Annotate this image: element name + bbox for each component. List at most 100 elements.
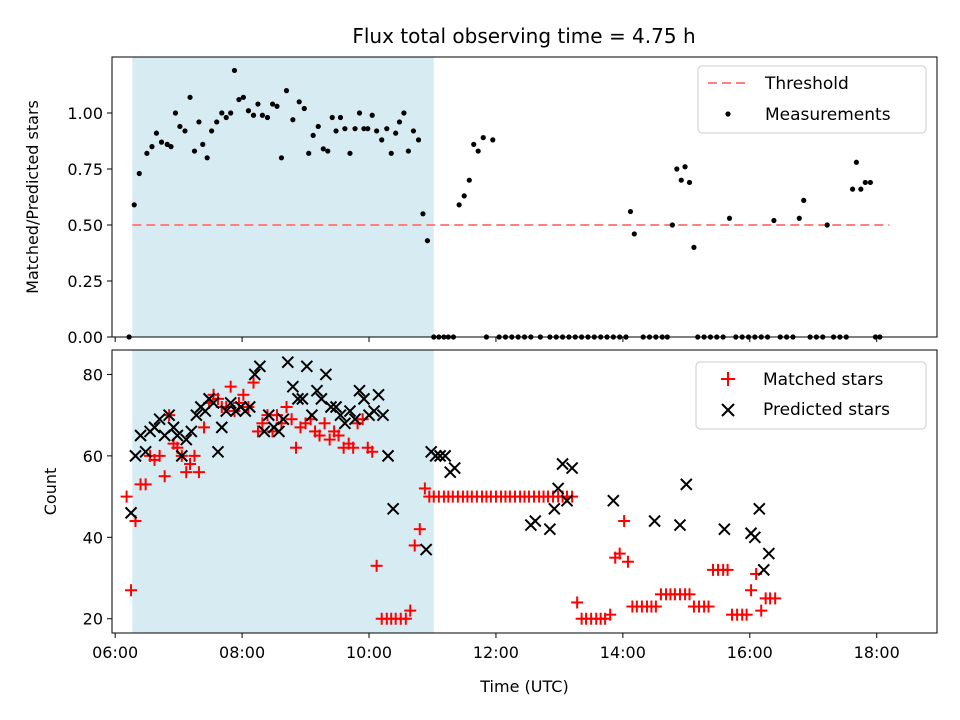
matched-star-point — [313, 429, 326, 442]
predicted-star-point — [433, 449, 447, 463]
predicted-star-point — [556, 457, 569, 471]
x-tick-label: 08:00 — [219, 643, 265, 662]
legend-measurements-label: Measurements — [765, 105, 891, 125]
top-legend-box — [697, 65, 927, 134]
matched-star-point — [404, 604, 417, 617]
predicted-star-point — [680, 478, 693, 491]
measurement-point — [149, 144, 155, 150]
measurement-point — [466, 177, 472, 183]
measurement-point — [862, 179, 868, 186]
x-tick-label: 12:00 — [473, 643, 519, 662]
x-tick-label: 18:00 — [854, 643, 900, 662]
measurement-point — [264, 114, 271, 121]
matched-star-point — [290, 441, 303, 454]
measurement-point — [356, 110, 363, 116]
predicted-star-point — [310, 384, 324, 397]
measurement-point — [627, 208, 634, 215]
measurement-point — [388, 150, 394, 156]
matched-star-point — [271, 409, 283, 422]
bottom-shaded-span — [132, 350, 434, 633]
legend-matched-label: Matched stars — [763, 370, 883, 390]
predicted-star-point — [381, 449, 395, 463]
matched-star-point — [649, 600, 662, 613]
predicted-star-point — [291, 392, 305, 406]
matched-star-point — [256, 417, 269, 430]
measurement-point — [259, 112, 266, 118]
measurement-point — [177, 123, 183, 130]
matched-star-point — [224, 380, 237, 393]
predicted-star-point — [376, 408, 390, 422]
bottom-y-axis-label: Count — [41, 468, 60, 516]
measurement-point — [214, 119, 220, 125]
matched-star-point — [180, 466, 193, 479]
predicted-star-point — [560, 494, 574, 507]
top-y-tick-label: 0.25 — [67, 272, 103, 291]
measurement-point — [290, 117, 296, 123]
measurement-point — [379, 137, 385, 143]
matched-star-point — [356, 413, 369, 426]
measurement-point — [347, 150, 353, 156]
predicted-star-point — [543, 522, 557, 536]
top-y-tick-label: 0.75 — [67, 160, 103, 179]
predicted-star-point — [565, 461, 579, 475]
predicted-star-point — [185, 425, 198, 438]
matched-star-point — [413, 523, 426, 536]
measurement-point — [306, 150, 312, 156]
top-axes-frame — [111, 56, 938, 338]
matched-star-point — [285, 413, 298, 426]
predicted-star-point — [757, 563, 770, 577]
predicted-star-point — [329, 400, 343, 414]
matched-star-point — [323, 433, 336, 446]
measurement-point — [245, 108, 252, 114]
predicted-star-point — [286, 380, 300, 393]
matched-star-point — [247, 376, 260, 389]
measurement-point — [283, 88, 290, 94]
matched-star-point — [158, 470, 171, 483]
measurement-point — [631, 231, 637, 237]
legend-predicted-swatch — [721, 403, 735, 417]
matched-star-point — [613, 547, 626, 560]
measurement-point — [310, 132, 316, 138]
measurement-point — [164, 141, 170, 147]
bottom-legend: Matched stars Predicted stars — [695, 361, 927, 430]
matched-star-point — [418, 482, 431, 495]
matched-star-point — [740, 608, 753, 621]
measurement-point — [329, 114, 335, 121]
measurement-point — [415, 137, 422, 143]
measurement-point — [480, 135, 486, 141]
top-legend: Threshold Measurements — [697, 65, 927, 134]
matched-star-point — [318, 417, 331, 430]
bottom-y-tick-label: 60 — [83, 447, 103, 466]
measurement-point — [858, 186, 864, 192]
legend-measurements-swatch — [725, 111, 731, 117]
measurement-point — [191, 148, 198, 154]
predicted-star-point — [253, 360, 267, 373]
measurement-point — [236, 96, 242, 103]
measurement-point — [144, 150, 150, 156]
measurement-point — [393, 130, 399, 136]
matched-star-point — [125, 584, 138, 597]
bottom-y-tick-label: 40 — [83, 528, 103, 547]
matched-star-point — [366, 445, 379, 458]
matched-star-point — [332, 429, 345, 442]
legend-threshold-label: Threshold — [764, 74, 849, 94]
predicted-star-point — [129, 449, 142, 463]
predicted-star-point — [272, 425, 286, 438]
predicted-star-point — [319, 368, 333, 381]
measurement-point — [691, 244, 697, 250]
measurement-point — [678, 177, 684, 183]
predicted-star-point — [148, 421, 161, 434]
measurement-point — [136, 170, 142, 177]
measurement-point — [255, 101, 261, 107]
measurement-point — [278, 155, 285, 161]
measurement-point — [209, 128, 215, 134]
measurement-point — [801, 197, 807, 203]
matched-star-point — [251, 425, 264, 438]
matched-star-point — [399, 612, 412, 625]
measurement-point — [325, 148, 331, 154]
predicted-star-point — [348, 413, 362, 426]
predicted-star-point — [180, 433, 193, 446]
predicted-star-point — [429, 449, 442, 463]
predicted-star-point — [162, 408, 176, 422]
